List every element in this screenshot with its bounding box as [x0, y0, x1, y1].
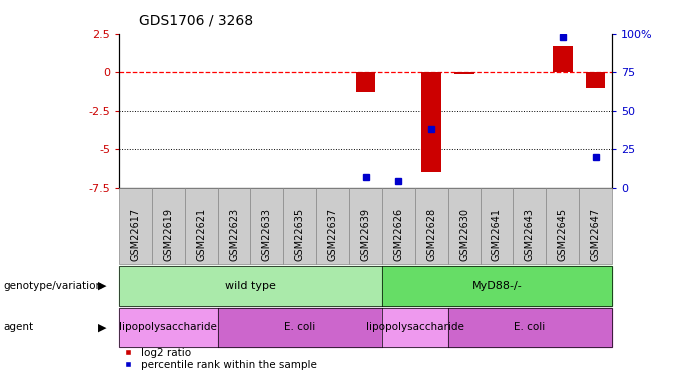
Text: GSM22619: GSM22619	[163, 208, 173, 261]
Text: wild type: wild type	[225, 281, 276, 291]
Bar	[422, 72, 441, 172]
Bar	[454, 72, 474, 75]
Text: genotype/variation: genotype/variation	[3, 281, 103, 291]
Text: GSM22633: GSM22633	[262, 208, 272, 261]
Text: GSM22643: GSM22643	[525, 208, 535, 261]
Text: GSM22645: GSM22645	[558, 207, 568, 261]
Text: GSM22630: GSM22630	[459, 208, 469, 261]
Text: GSM22626: GSM22626	[393, 207, 403, 261]
Text: GSM22635: GSM22635	[294, 207, 305, 261]
Bar	[356, 72, 375, 92]
Text: GSM22617: GSM22617	[131, 207, 141, 261]
Text: ▶: ▶	[98, 281, 106, 291]
Bar	[585, 72, 605, 88]
Text: E. coli: E. coli	[284, 322, 316, 332]
Text: GSM22639: GSM22639	[360, 208, 371, 261]
Text: GSM22623: GSM22623	[229, 207, 239, 261]
Text: agent: agent	[3, 322, 33, 332]
Text: ▶: ▶	[98, 322, 106, 332]
Text: lipopolysaccharide: lipopolysaccharide	[366, 322, 464, 332]
Text: MyD88-/-: MyD88-/-	[472, 281, 522, 291]
Text: E. coli: E. coli	[514, 322, 545, 332]
Text: GSM22621: GSM22621	[196, 207, 206, 261]
Text: GSM22637: GSM22637	[328, 207, 338, 261]
Text: GSM22647: GSM22647	[590, 207, 600, 261]
Legend: log2 ratio, percentile rank within the sample: log2 ratio, percentile rank within the s…	[124, 348, 317, 370]
Text: lipopolysaccharide: lipopolysaccharide	[120, 322, 217, 332]
Text: GSM22641: GSM22641	[492, 208, 502, 261]
Text: GDS1706 / 3268: GDS1706 / 3268	[139, 13, 254, 27]
Bar	[553, 46, 573, 72]
Text: GSM22628: GSM22628	[426, 207, 437, 261]
